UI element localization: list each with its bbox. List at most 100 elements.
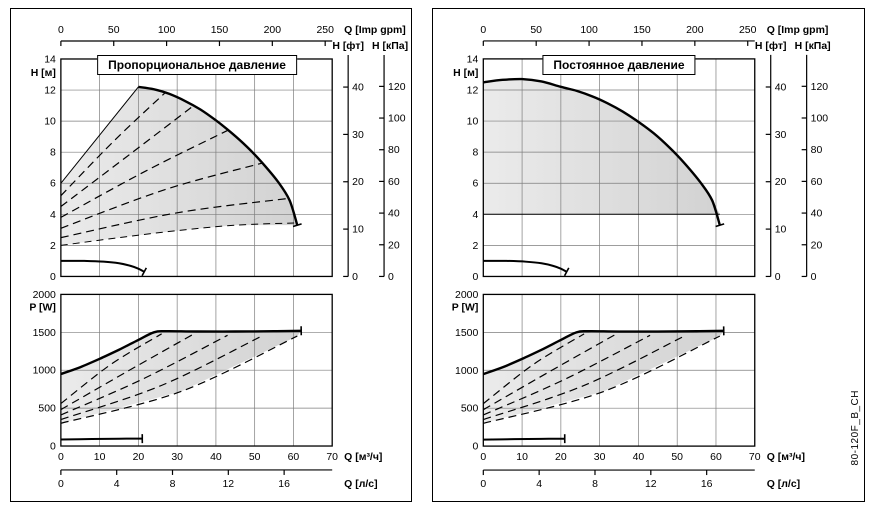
top-axis-tick: 50 (108, 25, 120, 36)
grid-lines (60, 58, 333, 447)
q-axis-tick: 10 (94, 452, 106, 463)
kpa-axis-label: H [кПа] (795, 41, 831, 52)
q-axis-tick: 10 (516, 452, 528, 463)
power-curve-dashed (60, 333, 162, 404)
power-curve-dashed (483, 334, 616, 411)
top-axis-label: Q [Imp gpm] (767, 25, 829, 36)
q-axis-label: Q [м³/ч] (767, 452, 805, 463)
h-axis-tick: 8 (472, 148, 478, 159)
q-axis-tick: 40 (210, 452, 222, 463)
setting-curve-dashed (60, 198, 286, 239)
q-axis-tick: 20 (555, 452, 567, 463)
ls-axis-tick: 12 (645, 479, 657, 490)
setting-curve-dashed (60, 105, 194, 207)
kpa-axis-tick: 120 (811, 82, 829, 93)
min-head-curve (60, 259, 145, 273)
setting-curve-dashed (60, 129, 228, 218)
duty-range-region (60, 330, 302, 424)
h-axis-tick: 12 (467, 85, 479, 96)
kpa-axis-tick: 60 (388, 177, 400, 188)
curve-end-tick (715, 223, 725, 228)
top-axis: 0 50 100 150 200 250 Q [Imp gpm] (58, 25, 406, 47)
duty-range-region (483, 330, 724, 424)
power-curve-dashed (60, 334, 193, 411)
ls-axis-tick: 8 (592, 479, 598, 490)
ft-axis: 0 10 20 30 40 H [фт] (332, 40, 364, 283)
pump-chart-panel-proportional: 0 50 100 150 200 250 Q [Imp gpm] 0 2 4 6 8 10 12 14 H [… (10, 8, 412, 502)
power-curve-dashed (483, 335, 686, 421)
h-axis-tick: 2 (50, 241, 56, 252)
max-head-curve (138, 85, 299, 226)
ls-axis-tick: 4 (536, 479, 542, 490)
kpa-axis-tick: 0 (811, 272, 817, 283)
kpa-axis-tick: 20 (811, 240, 823, 251)
ft-axis-tick: 10 (775, 225, 787, 236)
ls-axis-tick: 8 (170, 479, 176, 490)
pump-chart-panel-constant: 0 50 100 150 200 250 Q [Imp gpm] 0 2 4 6 8 10 12 14 H [… (432, 8, 865, 502)
ft-axis-tick: 0 (352, 272, 358, 283)
duty-range-region (60, 86, 298, 246)
h-axis-label: H [м] (453, 68, 478, 79)
ft-axis-tick: 20 (775, 177, 787, 188)
top-axis-tick: 150 (211, 25, 229, 36)
ft-axis-tick: 20 (352, 177, 364, 188)
q-axis-tick: 40 (633, 452, 645, 463)
p-axis-tick: 1000 (33, 366, 56, 377)
kpa-axis: 0 20 40 60 80 100 120 H [кПа] (372, 41, 408, 283)
p-axis-label: P [W] (452, 302, 479, 313)
min-head-curve (483, 259, 568, 273)
h-axis-tick: 8 (50, 148, 56, 159)
top-axis-tick: 0 (58, 25, 64, 36)
ft-axis-tick: 30 (775, 130, 787, 141)
q-axis-label: Q [м³/ч] (344, 452, 382, 463)
ls-axis-tick: 0 (480, 479, 486, 490)
kpa-axis: 0 20 40 60 80 100 120 H [кПа] (795, 41, 831, 283)
power-curve-dashed (483, 334, 651, 416)
q-axis-tick: 20 (133, 452, 145, 463)
power-curve-dashed (483, 335, 721, 424)
max-head-curve (483, 77, 721, 226)
ls-axis-tick: 0 (58, 479, 64, 490)
h-axis-tick: 14 (467, 54, 479, 65)
chart-title-constant: Постоянное давление (542, 55, 696, 75)
ls-axis-tick: 12 (222, 479, 234, 490)
ls-axis-label: Q [л/с] (344, 479, 377, 490)
kpa-axis-label: H [кПа] (372, 41, 408, 52)
power-curve-dashed (60, 335, 298, 424)
max-power-curve (482, 329, 724, 376)
power-curve-dashed (482, 333, 585, 405)
kpa-axis-tick: 0 (388, 272, 394, 283)
lower-chart-border (60, 293, 333, 447)
q-axis-tick: 30 (594, 452, 606, 463)
h-axis-tick: 10 (467, 117, 479, 128)
p-axis-tick: 0 (472, 442, 478, 453)
ls-axis-tick: 16 (278, 479, 290, 490)
p-axis-tick: 1500 (455, 328, 478, 339)
q-axis-tick: 0 (480, 452, 486, 463)
p-axis-tick: 500 (461, 404, 479, 415)
kpa-axis-tick: 40 (388, 209, 400, 220)
power-curve-dashed (60, 335, 263, 421)
top-axis-tick: 100 (158, 25, 176, 36)
chart-title-proportional: Пропорциональное давление (97, 55, 297, 75)
kpa-axis-tick: 60 (811, 177, 823, 188)
ls-axis: 0 4 8 12 16 Q [л/с] (480, 469, 800, 490)
p-axis-tick: 1500 (33, 328, 56, 339)
h-axis-tick: 14 (44, 54, 56, 65)
ft-axis-tick: 10 (352, 225, 364, 236)
pump-model-label: 80-120F_B_CH (850, 389, 861, 465)
top-axis-tick: 50 (530, 25, 542, 36)
q-axis-tick: 50 (249, 452, 261, 463)
p-axis-label: P [W] (29, 302, 56, 313)
h-axis-tick: 6 (472, 179, 478, 190)
setting-curve-dashed (60, 162, 263, 229)
kpa-axis-tick: 80 (811, 145, 823, 156)
p-axis-tick: 2000 (33, 290, 56, 301)
setting-curve-dashed (60, 91, 166, 197)
q-axis-tick: 50 (671, 452, 683, 463)
h-axis-tick: 0 (472, 272, 478, 283)
